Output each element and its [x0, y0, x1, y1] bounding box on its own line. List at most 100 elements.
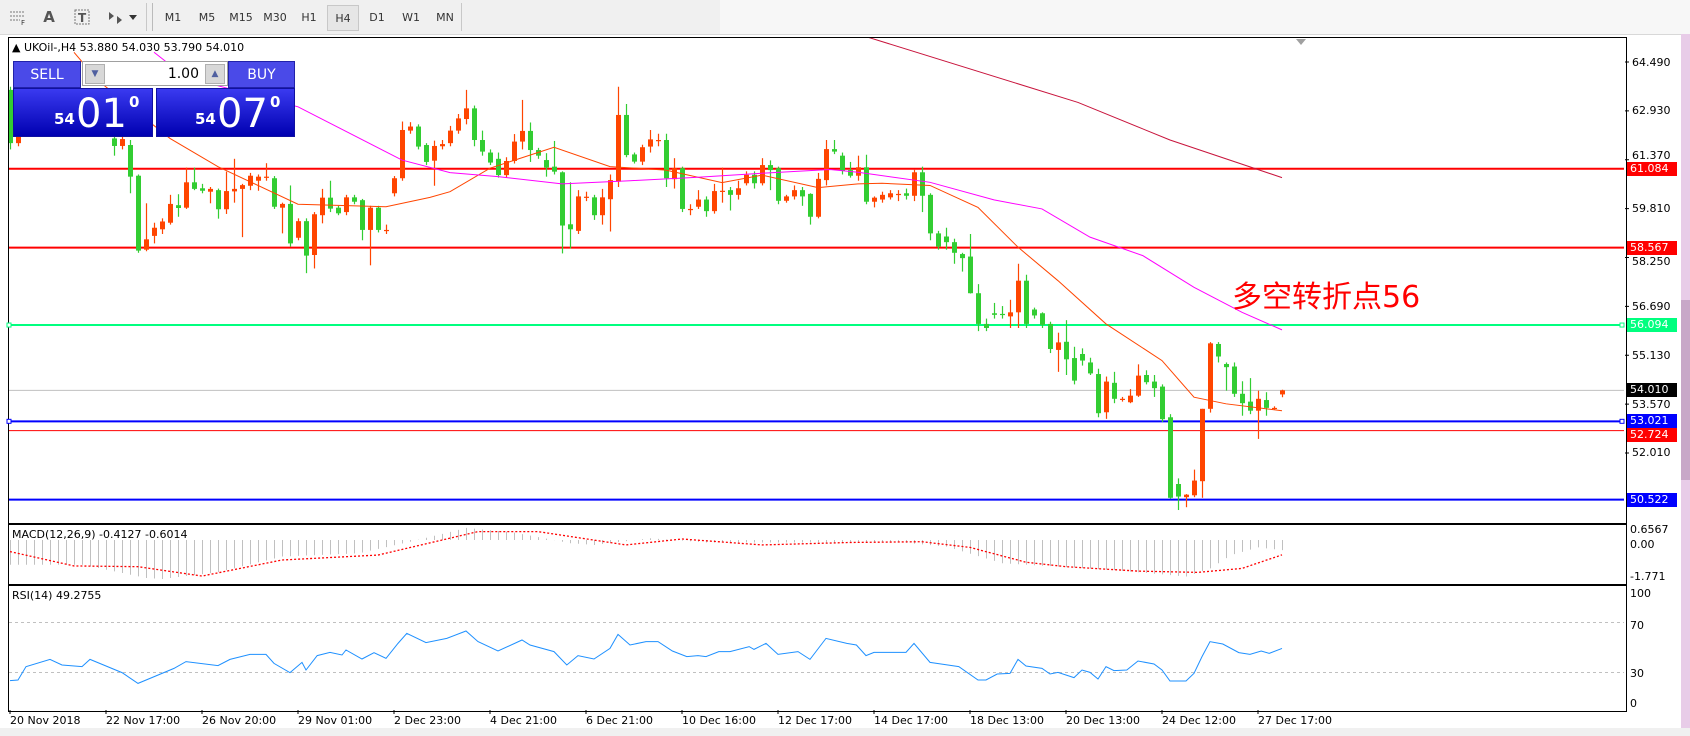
price-axis-label: 64.490	[1632, 55, 1671, 69]
toolbar-separator	[146, 3, 147, 31]
candle-body	[1256, 398, 1261, 411]
timeframe-h4[interactable]: H4	[327, 5, 359, 31]
candle-body	[1008, 312, 1013, 317]
time-axis-label: 26 Nov 20:00	[202, 714, 277, 727]
candle	[520, 99, 525, 150]
candle-body	[480, 140, 485, 152]
candle-body	[928, 194, 933, 234]
candle	[856, 155, 861, 181]
time-axis-label: 10 Dec 16:00	[682, 714, 756, 727]
properties-icon[interactable]: F	[5, 5, 29, 29]
candle	[1216, 342, 1221, 363]
candle-body	[1144, 374, 1149, 383]
candle	[1184, 494, 1189, 508]
candle	[632, 152, 637, 164]
candle	[1264, 392, 1269, 416]
candle-body	[616, 114, 621, 182]
candle	[456, 114, 461, 134]
timeframe-m30[interactable]: M30	[263, 10, 287, 24]
candle	[944, 227, 949, 250]
buy-price-sup: 0	[270, 93, 281, 111]
time-axis-label: 12 Dec 17:00	[778, 714, 852, 727]
candle	[320, 188, 325, 224]
candle	[760, 158, 765, 186]
candle-body	[272, 178, 277, 207]
lot-value[interactable]: 1.00	[167, 66, 199, 82]
time-axis-label: 18 Dec 13:00	[970, 714, 1044, 727]
candle-body	[624, 114, 629, 156]
lot-decrease-button[interactable]: ▼	[85, 64, 105, 84]
candle-body	[1104, 381, 1109, 413]
text-A-icon[interactable]: A	[43, 8, 55, 26]
buy-button[interactable]: BUY	[228, 61, 295, 88]
candle	[696, 190, 701, 209]
candle	[896, 190, 901, 202]
line-handle-right	[1619, 322, 1625, 328]
candle	[152, 222, 157, 244]
rsi-line	[9, 630, 1283, 684]
candle	[816, 172, 821, 219]
candle-body	[864, 167, 869, 202]
candle	[880, 191, 885, 203]
rsi-panel[interactable]	[8, 585, 1627, 712]
candle-body	[808, 193, 813, 217]
candle-body	[1200, 408, 1205, 482]
timeframe-m1[interactable]: M1	[164, 10, 182, 24]
candle-body	[320, 197, 325, 216]
candle	[952, 238, 957, 264]
candle-body	[1160, 386, 1165, 420]
toolbar-blank	[720, 0, 1690, 35]
candle	[992, 302, 997, 319]
rsi-axis-label: 100	[1630, 587, 1651, 600]
candle-body	[984, 323, 989, 328]
timeframe-m15[interactable]: M15	[229, 10, 253, 24]
candle-body	[408, 126, 413, 131]
candle	[408, 122, 413, 134]
candle	[784, 194, 789, 203]
sell-button[interactable]: SELL	[13, 61, 81, 88]
candle-body	[160, 221, 165, 230]
macd-panel[interactable]	[8, 524, 1627, 585]
candle	[112, 136, 117, 156]
candle-body	[904, 193, 909, 196]
candle-body	[1128, 395, 1133, 403]
candle-body	[456, 118, 461, 131]
rsi-axis-label: 70	[1630, 619, 1644, 632]
candle	[1208, 342, 1213, 413]
candle-body	[1232, 366, 1237, 394]
candle	[968, 234, 973, 294]
candle-body	[880, 194, 885, 200]
timeframe-w1[interactable]: W1	[402, 10, 420, 24]
candle	[672, 158, 677, 189]
candle	[1136, 364, 1141, 397]
candle	[872, 196, 877, 208]
candle-body	[400, 129, 405, 179]
candle	[1176, 478, 1181, 511]
candle	[776, 166, 781, 205]
rsi-title: RSI(14) 49.2755	[12, 589, 102, 602]
buy-price-box[interactable]: 54 07 0	[156, 88, 295, 137]
candle-body	[1032, 309, 1037, 316]
timeframe-d1[interactable]: D1	[369, 10, 385, 24]
timeframe-mn[interactable]: MN	[436, 10, 454, 24]
arrows-icon[interactable]	[104, 5, 140, 29]
toolbar: F A T M1 M5 M15 M30 H1 H4 D1 W1 MN	[0, 0, 720, 35]
timeframe-m5[interactable]: M5	[198, 10, 216, 24]
svg-text:T: T	[78, 11, 87, 25]
candle	[9, 86, 13, 150]
candle	[216, 188, 221, 219]
timeframe-h1[interactable]: H1	[301, 10, 317, 24]
candle	[1000, 306, 1005, 319]
candle-body	[848, 170, 853, 176]
scrollbar-thumb[interactable]	[1681, 300, 1690, 480]
lot-increase-button[interactable]: ▲	[205, 64, 225, 84]
candle	[400, 121, 405, 181]
candle-body	[288, 203, 293, 244]
sell-price-box[interactable]: 54 01 0	[13, 88, 153, 137]
candle	[128, 140, 133, 194]
text-label-icon[interactable]: T	[71, 5, 93, 29]
lot-size-field[interactable]: ▼ 1.00 ▲	[82, 61, 228, 86]
candle	[1128, 389, 1133, 404]
candle	[728, 187, 733, 211]
